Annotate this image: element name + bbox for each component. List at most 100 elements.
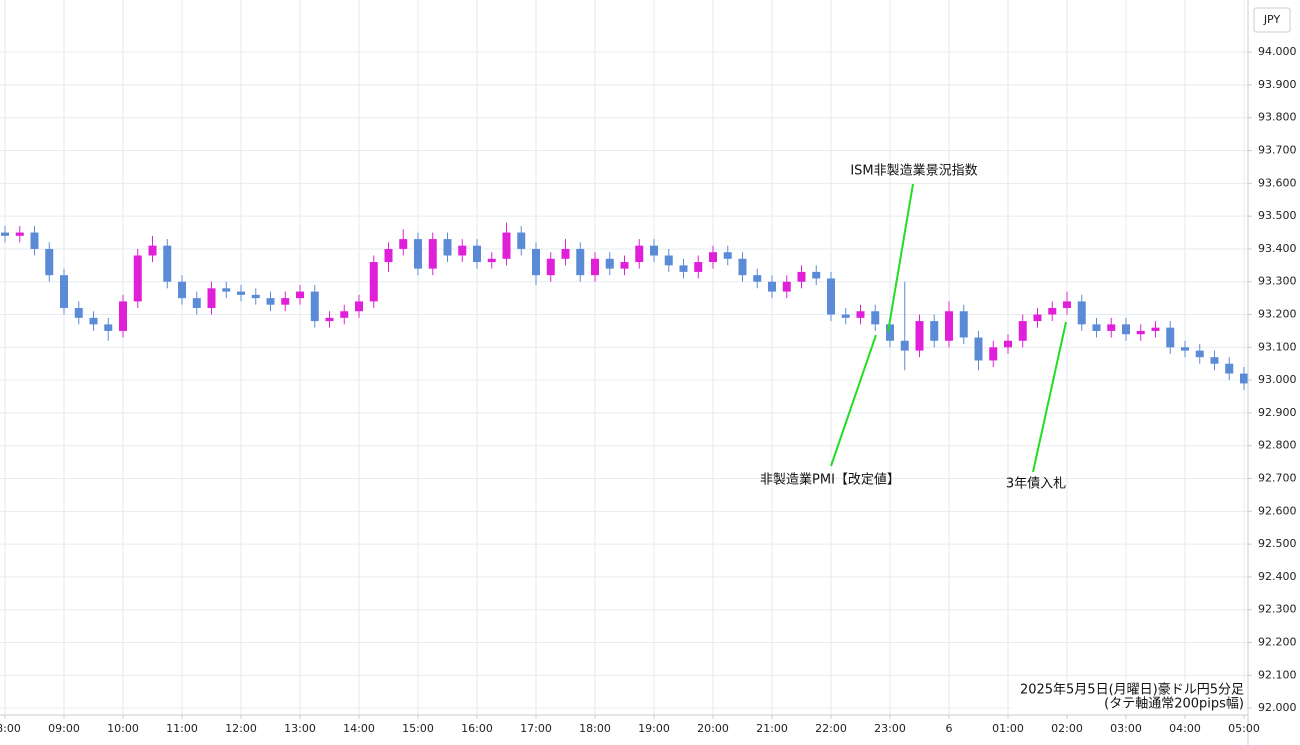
y-tick-label: 93.600 [1258,176,1297,189]
candle-body [694,262,703,272]
x-tick-label: 17:00 [520,722,552,735]
candle-body [885,324,894,341]
x-tick-label: 12:00 [225,722,257,735]
candle-body [45,248,54,276]
candle-body [266,298,275,305]
y-tick-label: 92.700 [1258,472,1297,485]
candle-body [1003,340,1012,348]
candle-body [620,262,629,269]
candle-body [251,294,260,299]
candle-body [502,232,511,259]
candle-body [89,317,98,325]
candle-body [517,232,526,249]
candle-body [1225,363,1234,374]
candle-body [915,321,924,351]
y-tick-label: 92.900 [1258,406,1297,419]
candle-body [1033,314,1042,322]
candle-body [871,311,880,325]
candle-body [782,281,791,292]
candle-body [443,239,452,256]
annotation-label: ISM非製造業景況指数 [850,163,977,179]
candle-body [458,245,467,256]
candle-body [959,311,968,338]
x-tick-label: 18:00 [579,722,611,735]
annotations: ISM非製造業景況指数 非製造業PMI【改定値】 3年債入札 [760,163,1067,492]
candle-body [163,245,172,282]
y-tick-label: 92.200 [1258,636,1297,649]
x-tick-label: 11:00 [166,722,198,735]
candle-body [384,248,393,263]
y-tick-label: 93.200 [1258,308,1297,321]
candle-body [797,271,806,282]
y-tick-label: 93.000 [1258,373,1297,386]
candle-body [355,301,364,312]
candle-body [399,239,408,249]
chart-note: (タテ軸通常200pips幅) [1104,697,1244,712]
candle-body [989,347,998,361]
y-tick-label: 93.500 [1258,209,1297,222]
candle-body [1239,373,1248,384]
candle-body [30,232,39,249]
candle-body [207,288,216,308]
candle-body [325,317,334,322]
candle-body [369,262,378,302]
candle-body [74,307,83,318]
candle-body [237,291,246,295]
currency-box [1253,7,1291,33]
y-tick-label: 92.400 [1258,570,1297,583]
candle-body [708,252,717,263]
x-tick-label: 20:00 [697,722,729,735]
y-tick-label: 92.600 [1258,504,1297,517]
candle-body [281,298,290,305]
candle-body [1121,324,1130,335]
candle-body [473,245,482,263]
currency-label: JPY [1263,13,1281,26]
candle-body [60,275,69,308]
y-tick-label: 93.900 [1258,78,1297,91]
y-tick-label: 93.400 [1258,242,1297,255]
x-tick-label: 02:00 [1051,722,1083,735]
candle-body [1018,321,1027,341]
x-tick-label: 04:00 [1169,722,1201,735]
candle-body [1092,324,1101,331]
candle-body [664,255,673,266]
candle-body [576,248,585,276]
candle-body [222,288,231,292]
y-tick-label: 92.500 [1258,537,1297,550]
candle-body [133,255,142,302]
y-tick-label: 93.300 [1258,275,1297,288]
candle-body [1062,301,1071,308]
candle-body [767,281,776,292]
candle-body [15,232,24,236]
candle-body [753,275,762,282]
chart-note: 2025年5月5日(月曜日)豪ドル円5分足 [1020,682,1244,698]
annotation-line [887,183,914,333]
candle-body [826,278,835,315]
y-tick-label: 92.300 [1258,603,1297,616]
annotation-label: 非製造業PMI【改定値】 [760,472,900,488]
candle-body [340,311,349,318]
candle-body [1151,327,1160,331]
x-tick-label: 23:00 [874,722,906,735]
candle-body [679,265,688,272]
candle-body [841,314,850,318]
x-tick-label: 13:00 [284,722,316,735]
candle-body [296,291,305,299]
x-tick-label: 16:00 [461,722,493,735]
candle-body [487,258,496,263]
candle-body [812,271,821,279]
x-tick-label: 22:00 [815,722,847,735]
candle-body [974,337,983,361]
candle-body [1107,324,1116,331]
y-tick-label: 94.000 [1258,45,1297,58]
candle-body [1180,347,1189,351]
candle-body [900,340,909,351]
annotation-line [830,334,877,467]
candle-body [148,245,157,256]
candle-body [1210,357,1219,364]
y-tick-label: 92.000 [1258,701,1297,714]
y-tick-label: 92.800 [1258,439,1297,452]
